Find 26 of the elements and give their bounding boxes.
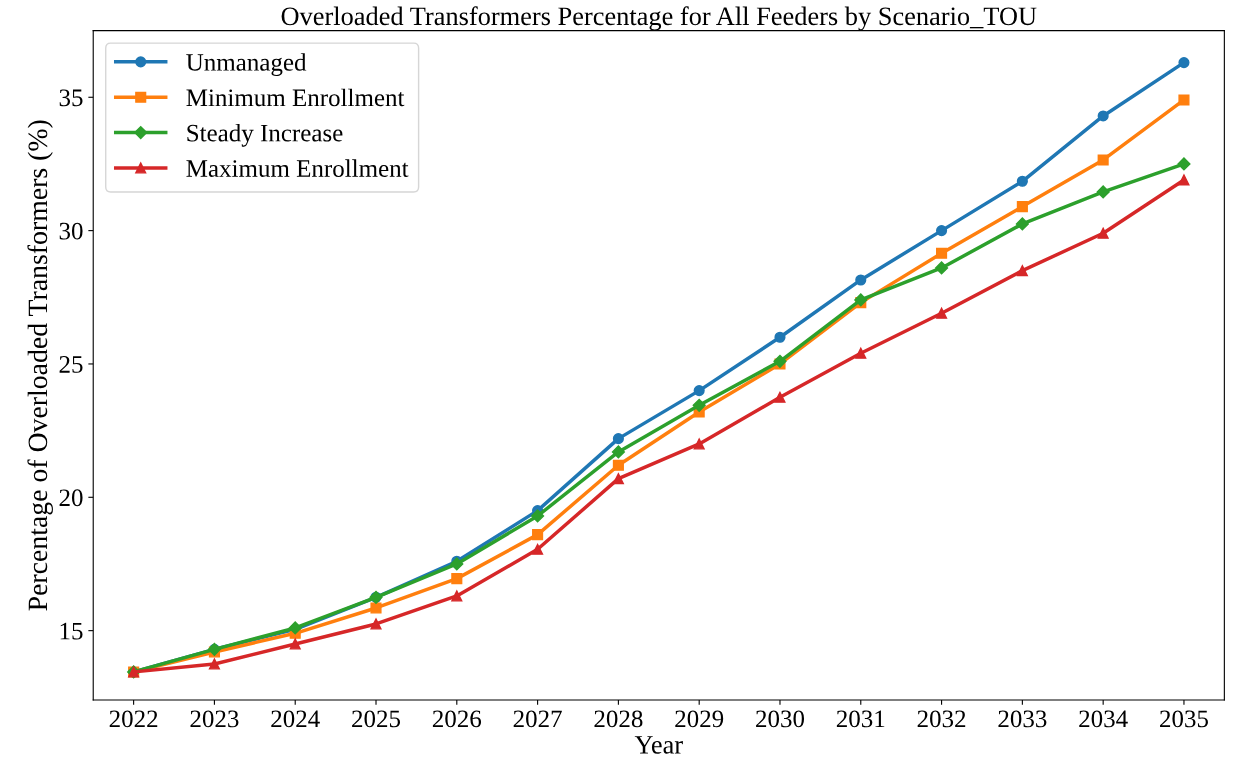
x-tick-label: 2026: [432, 710, 482, 728]
x-tick-label: 2027: [513, 710, 562, 728]
y-tick-label: 25: [59, 356, 83, 373]
x-tick-label: 2024: [271, 710, 320, 728]
x-tick-label: 2022: [109, 710, 158, 728]
x-tick-label: 2035: [1160, 710, 1208, 728]
y-tick-label: 15: [60, 622, 83, 640]
x-tick-label: 2029: [675, 710, 724, 728]
x-tick-label: 2032: [917, 710, 966, 728]
chart-title: Overloaded Transformers Percentage for All Feeders by Scenario_TOU: [281, 6, 1037, 31]
x-axis-title: Year: [634, 736, 683, 754]
x-tick-label: 2023: [190, 710, 239, 728]
y-tick-label: 30: [59, 222, 83, 240]
legend-label: Minimum Enrollment: [186, 88, 405, 107]
x-tick-label: 2031: [836, 710, 885, 728]
x-tick-label: 2028: [594, 710, 643, 728]
x-tick-label: 2025: [352, 710, 401, 728]
x-tick-label: 2033: [998, 710, 1047, 728]
x-tick-label: 2030: [756, 710, 805, 728]
y-axis-title: Percentage of Overloaded Transformers (%): [27, 120, 53, 611]
y-tick-label: 20: [59, 489, 83, 507]
x-tick-label: 2034: [1079, 710, 1128, 728]
legend-label: Steady Increase: [187, 123, 343, 147]
legend-label: Unmanaged: [186, 53, 307, 76]
y-tick-label: 35: [59, 89, 83, 107]
legend-label: Maximum Enrollment: [186, 159, 409, 177]
